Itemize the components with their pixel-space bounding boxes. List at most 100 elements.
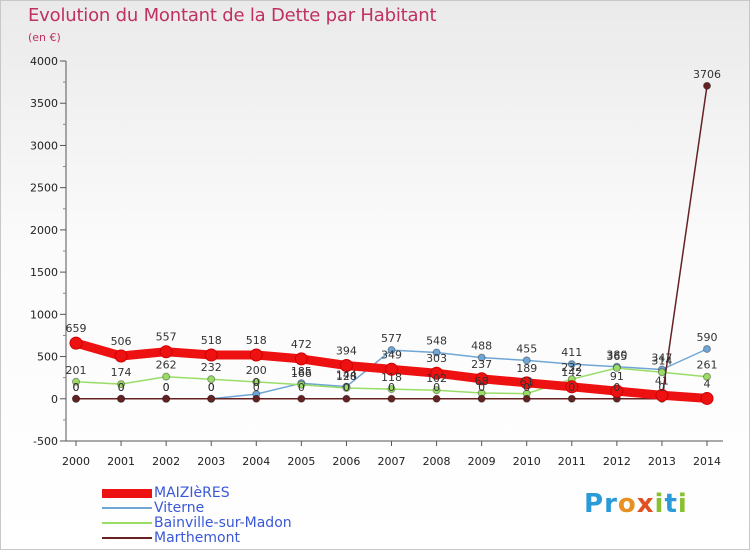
- y-tick-label: 0: [51, 393, 58, 406]
- data-label-viterne: 0: [208, 381, 215, 394]
- data-point-marthemont: [252, 394, 261, 403]
- x-tick-label: 2002: [152, 455, 180, 468]
- data-label-marthemont: 0: [523, 381, 530, 394]
- data-point-maizi-res: [475, 372, 489, 386]
- data-label-marthemont: 0: [163, 381, 170, 394]
- legend-swatch-bainville: [102, 522, 152, 524]
- data-point-marthemont: [207, 394, 216, 403]
- data-point-viterne: [477, 353, 486, 362]
- data-label-maizi-res: 237: [471, 358, 492, 371]
- x-tick-label: 2011: [558, 455, 586, 468]
- data-point-maizi-res: [700, 391, 714, 405]
- data-label-bainville-sur-madon: 365: [606, 350, 627, 363]
- data-label-viterne: 488: [471, 340, 492, 353]
- data-label-viterne: 0: [163, 381, 170, 394]
- data-point-viterne: [432, 348, 441, 357]
- data-point-marthemont: [297, 394, 306, 403]
- x-tick-label: 2014: [693, 455, 721, 468]
- y-tick-label: 2000: [30, 224, 58, 237]
- x-tick-label: 2010: [513, 455, 541, 468]
- data-label-marthemont: 0: [433, 381, 440, 394]
- legend-label-maizieres: MAIZIèRES: [154, 485, 230, 501]
- logo-letter: i: [677, 489, 688, 519]
- data-label-marthemont: 0: [478, 381, 485, 394]
- data-label-marthemont: 3706: [693, 68, 721, 81]
- chart-unit-label: (en €): [28, 31, 61, 44]
- x-tick-label: 2013: [648, 455, 676, 468]
- data-label-marthemont: 0: [388, 381, 395, 394]
- data-point-marthemont: [703, 81, 711, 90]
- x-tick-label: 2004: [242, 455, 270, 468]
- data-label-viterne: 548: [426, 335, 447, 348]
- data-point-maizi-res: [430, 366, 444, 380]
- data-label-marthemont: 0: [73, 381, 80, 394]
- data-point-maizi-res: [655, 388, 669, 402]
- x-tick-label: 2012: [603, 455, 631, 468]
- data-label-bainville-sur-madon: 102: [426, 372, 447, 385]
- data-label-viterne: 0: [118, 381, 125, 394]
- data-point-bainville-sur-madon: [117, 380, 126, 389]
- data-point-marthemont: [477, 394, 486, 403]
- data-label-viterne: 144: [336, 369, 357, 382]
- data-point-bainville-sur-madon: [387, 385, 396, 394]
- data-point-maizi-res: [610, 384, 624, 398]
- data-point-maizi-res: [159, 345, 173, 359]
- data-point-bainville-sur-madon: [72, 377, 80, 386]
- data-label-viterne: 185: [291, 365, 312, 378]
- logo-letter: r: [604, 489, 618, 519]
- data-label-maizi-res: 142: [561, 366, 582, 379]
- data-label-maizi-res: 394: [336, 345, 357, 358]
- data-point-viterne: [522, 356, 531, 365]
- x-tick-label: 2009: [468, 455, 496, 468]
- x-tick-label: 2000: [62, 455, 90, 468]
- data-label-maizi-res: 349: [381, 348, 402, 361]
- x-tick-label: 2001: [107, 455, 135, 468]
- data-point-marthemont: [567, 394, 576, 403]
- data-point-maizi-res: [204, 348, 218, 362]
- data-label-viterne: 347: [651, 351, 672, 364]
- data-point-viterne: [387, 346, 396, 355]
- legend-label-viterne: Viterne: [154, 500, 205, 516]
- data-label-marthemont: 0: [298, 381, 305, 394]
- x-tick-label: 2006: [332, 455, 360, 468]
- legend-swatch-maizieres: [102, 488, 152, 498]
- data-point-viterne: [567, 360, 576, 369]
- data-label-bainville-sur-madon: 232: [201, 361, 222, 374]
- legend-swatch-viterne: [102, 507, 152, 509]
- data-label-marthemont: 0: [658, 381, 665, 394]
- data-label-viterne: 577: [381, 332, 402, 345]
- data-label-maizi-res: 189: [516, 362, 537, 375]
- axes: -500050010001500200025003000350040002000…: [30, 55, 723, 468]
- data-point-marthemont: [342, 394, 351, 403]
- data-label-maizi-res: 557: [156, 331, 177, 344]
- data-point-bainville-sur-madon: [252, 377, 261, 386]
- data-label-maizi-res: 303: [426, 352, 447, 365]
- data-point-marthemont: [522, 394, 531, 403]
- logo-letter: x: [636, 489, 655, 519]
- data-label-maizi-res: 518: [246, 334, 267, 347]
- data-point-maizi-res: [294, 352, 308, 366]
- data-point-maizi-res: [385, 362, 398, 376]
- y-tick-label: 3500: [30, 97, 58, 110]
- data-label-maizi-res: 91: [610, 370, 624, 383]
- data-point-bainville-sur-madon: [432, 386, 441, 395]
- logo-letter: t: [664, 489, 678, 519]
- data-point-maizi-res: [114, 349, 128, 363]
- data-label-bainville-sur-madon: 261: [697, 359, 718, 372]
- data-label-maizi-res: 518: [201, 334, 222, 347]
- data-label-viterne: 0: [73, 381, 80, 394]
- data-label-maizi-res: 41: [655, 374, 669, 387]
- legend-swatch-marthemont: [102, 537, 152, 539]
- y-tick-label: 3000: [30, 139, 58, 152]
- data-label-marthemont: 0: [208, 381, 215, 394]
- logo-letter: P: [584, 489, 605, 519]
- data-label-marthemont: 0: [118, 381, 125, 394]
- data-label-bainville-sur-madon: 166: [291, 367, 312, 380]
- data-label-bainville-sur-madon: 232: [561, 361, 582, 374]
- data-point-bainville-sur-madon: [297, 380, 306, 389]
- data-label-viterne: 380: [606, 349, 627, 362]
- x-tick-label: 2005: [287, 455, 315, 468]
- data-label-marthemont: 0: [343, 381, 350, 394]
